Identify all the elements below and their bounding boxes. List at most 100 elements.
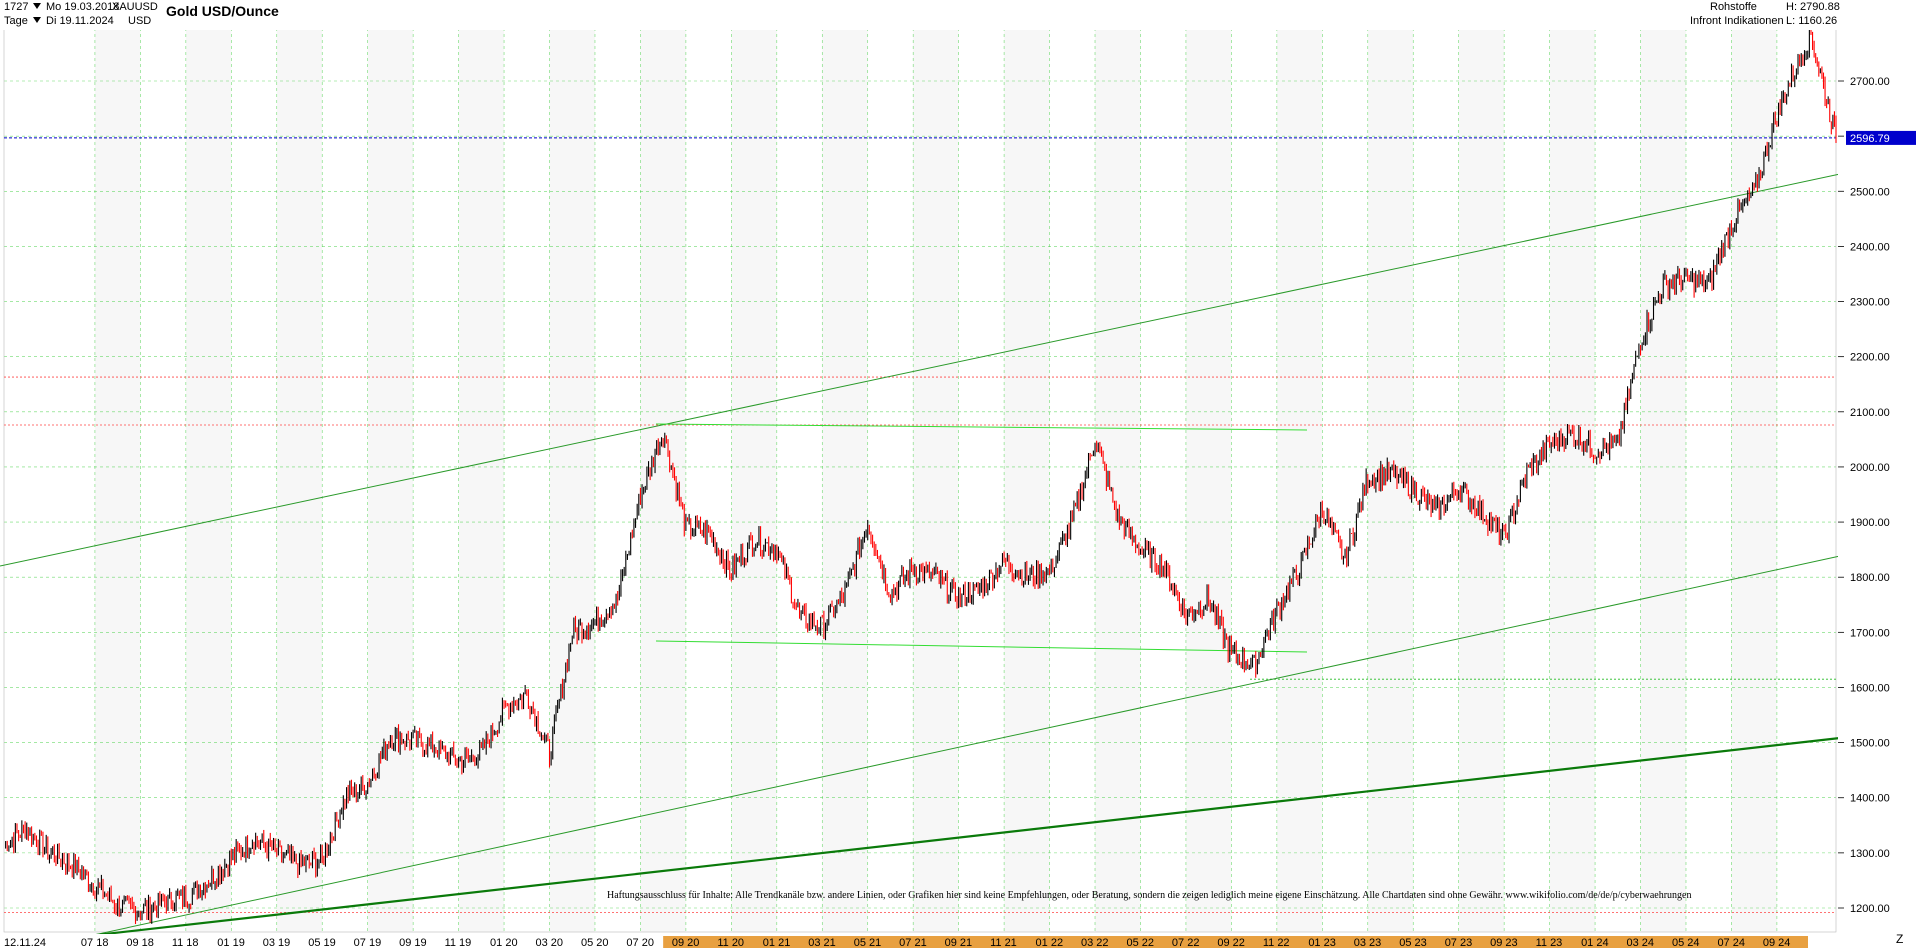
time-tick-label: 03 24 — [1627, 937, 1655, 948]
price-tick-label: 1500.00 — [1850, 738, 1890, 750]
price-tick-label: 1900.00 — [1850, 517, 1890, 529]
chart-header: 1727 Mo 19.03.2018 XAUUSD Tage Di 19.11.… — [0, 0, 1916, 30]
time-tick-label: 03 22 — [1081, 937, 1109, 948]
trend-line — [69, 736, 1841, 940]
time-tick-label: 09 22 — [1217, 937, 1245, 948]
period-band — [1276, 28, 1323, 932]
period-band — [1458, 28, 1505, 932]
price-tick-label: 2400.00 — [1850, 241, 1890, 253]
time-tick-label: 05 19 — [308, 937, 336, 948]
time-tick-label: 11 22 — [1263, 937, 1290, 948]
chart-grid — [3, 27, 1837, 933]
period-band — [1549, 28, 1596, 932]
time-tick-label: 01 24 — [1581, 937, 1609, 948]
chart-title: Gold USD/Ounce — [166, 3, 279, 19]
time-tick-label: 07 24 — [1717, 937, 1745, 948]
period-band — [1640, 28, 1686, 932]
price-axis-background — [1838, 28, 1916, 932]
time-tick-label: 11 20 — [717, 937, 744, 948]
category-label: Rohstoffe — [1710, 1, 1757, 13]
price-tick-label: 2100.00 — [1850, 407, 1890, 419]
price-tick-label: 1800.00 — [1850, 572, 1890, 584]
date-to[interactable]: Di 19.11.2024 — [46, 15, 114, 27]
highlight-band — [663, 936, 1809, 948]
time-tick-label: 05 20 — [581, 937, 609, 948]
period-band — [276, 28, 323, 932]
trend-lines — [0, 173, 1841, 940]
high-value: H: 2790.88 — [1786, 1, 1840, 13]
period-band — [1731, 28, 1777, 932]
time-tick-label: 05 23 — [1399, 937, 1427, 948]
last-price-badge — [1846, 130, 1916, 145]
period-band — [822, 28, 868, 932]
period-band — [549, 28, 595, 932]
price-tick-label: 2000.00 — [1850, 462, 1890, 474]
period-band — [1095, 28, 1141, 932]
time-tick-label: 07 21 — [899, 937, 927, 948]
trend-line — [655, 640, 1308, 653]
low-value: L: 1160.26 — [1786, 15, 1838, 27]
trend-line — [0, 173, 1841, 567]
date-to-dropdown-icon[interactable] — [30, 14, 44, 26]
time-tick-label: 01 22 — [1036, 937, 1064, 948]
time-tick-label: 03 23 — [1354, 937, 1382, 948]
time-tick-label: 01 23 — [1308, 937, 1336, 948]
time-tick-label: 07 19 — [354, 937, 382, 948]
time-axis: 12.11.24 07 18 09 18 11 18 01 19 03 19 05 19 07… — [0, 934, 1916, 948]
period-band — [731, 28, 777, 932]
period-band — [640, 28, 686, 932]
alternating-period-bands — [94, 28, 1777, 932]
period-band — [913, 28, 959, 932]
time-tick-label: 09 19 — [399, 937, 427, 948]
price-tick-label: 2300.00 — [1850, 297, 1890, 309]
date-from[interactable]: Mo 19.03.2018 — [46, 1, 120, 13]
time-tick-label: 03 20 — [536, 937, 564, 948]
time-tick-label: 07 23 — [1445, 937, 1473, 948]
period-band — [185, 28, 232, 932]
period-band — [367, 28, 414, 932]
period-band — [1004, 28, 1050, 932]
period-band — [94, 28, 141, 932]
last-price-label: 2596.79 — [1850, 133, 1890, 145]
horizontal-levels — [4, 137, 1840, 913]
period-band — [458, 28, 505, 932]
time-tick-label: 05 24 — [1672, 937, 1700, 948]
time-tick-label: 11 21 — [990, 937, 1017, 948]
time-tick-label: 07 22 — [1172, 937, 1200, 948]
trend-line — [79, 555, 1841, 939]
time-tick-label: 09 18 — [126, 937, 154, 948]
period-band — [1185, 28, 1232, 932]
time-tick-label: 11 23 — [1536, 937, 1563, 948]
price-tick-label: 2700.00 — [1850, 76, 1890, 88]
time-tick-label: 01 21 — [763, 937, 791, 948]
time-tick-label: 12.11.24 — [4, 937, 46, 948]
price-tick-label: 1600.00 — [1850, 682, 1890, 694]
price-tick-label: 1300.00 — [1850, 848, 1890, 860]
bar-count: 1727 — [4, 1, 29, 13]
disclaimer-text: Haftungsausschluss für Inhalte: Alle Tre… — [607, 890, 1692, 901]
price-tick-label: 1400.00 — [1850, 793, 1890, 805]
period-label: Tage — [4, 15, 28, 27]
date-from-dropdown-icon[interactable] — [30, 0, 44, 12]
time-tick-label: 09 20 — [672, 937, 700, 948]
currency-label: USD — [128, 15, 152, 27]
price-tick-label: 1200.00 — [1850, 903, 1890, 915]
time-tick-label: 09 21 — [945, 937, 973, 948]
provider-label: Infront Indikationen — [1690, 15, 1784, 27]
time-tick-label: 09 23 — [1490, 937, 1518, 948]
price-tick-label: 2500.00 — [1850, 186, 1890, 198]
price-tick-label: 2200.00 — [1850, 352, 1890, 364]
time-tick-label: 03 19 — [263, 937, 291, 948]
time-tick-label: 03 21 — [808, 937, 836, 948]
time-tick-label: 05 22 — [1126, 937, 1154, 948]
trend-line — [655, 423, 1308, 431]
time-tick-label: 11 18 — [172, 937, 199, 948]
time-tick-label: 01 19 — [217, 937, 245, 948]
time-tick-label: 05 21 — [854, 937, 882, 948]
time-tick-label: 07 20 — [626, 937, 654, 948]
price-axis: 1200.00 1300.00 1400.00 1500.00 1600.00 1700.… — [1838, 28, 1916, 932]
corner-label: Z — [1896, 932, 1904, 946]
symbol-label: XAUUSD — [112, 1, 158, 13]
time-tick-label: 11 19 — [445, 937, 472, 948]
